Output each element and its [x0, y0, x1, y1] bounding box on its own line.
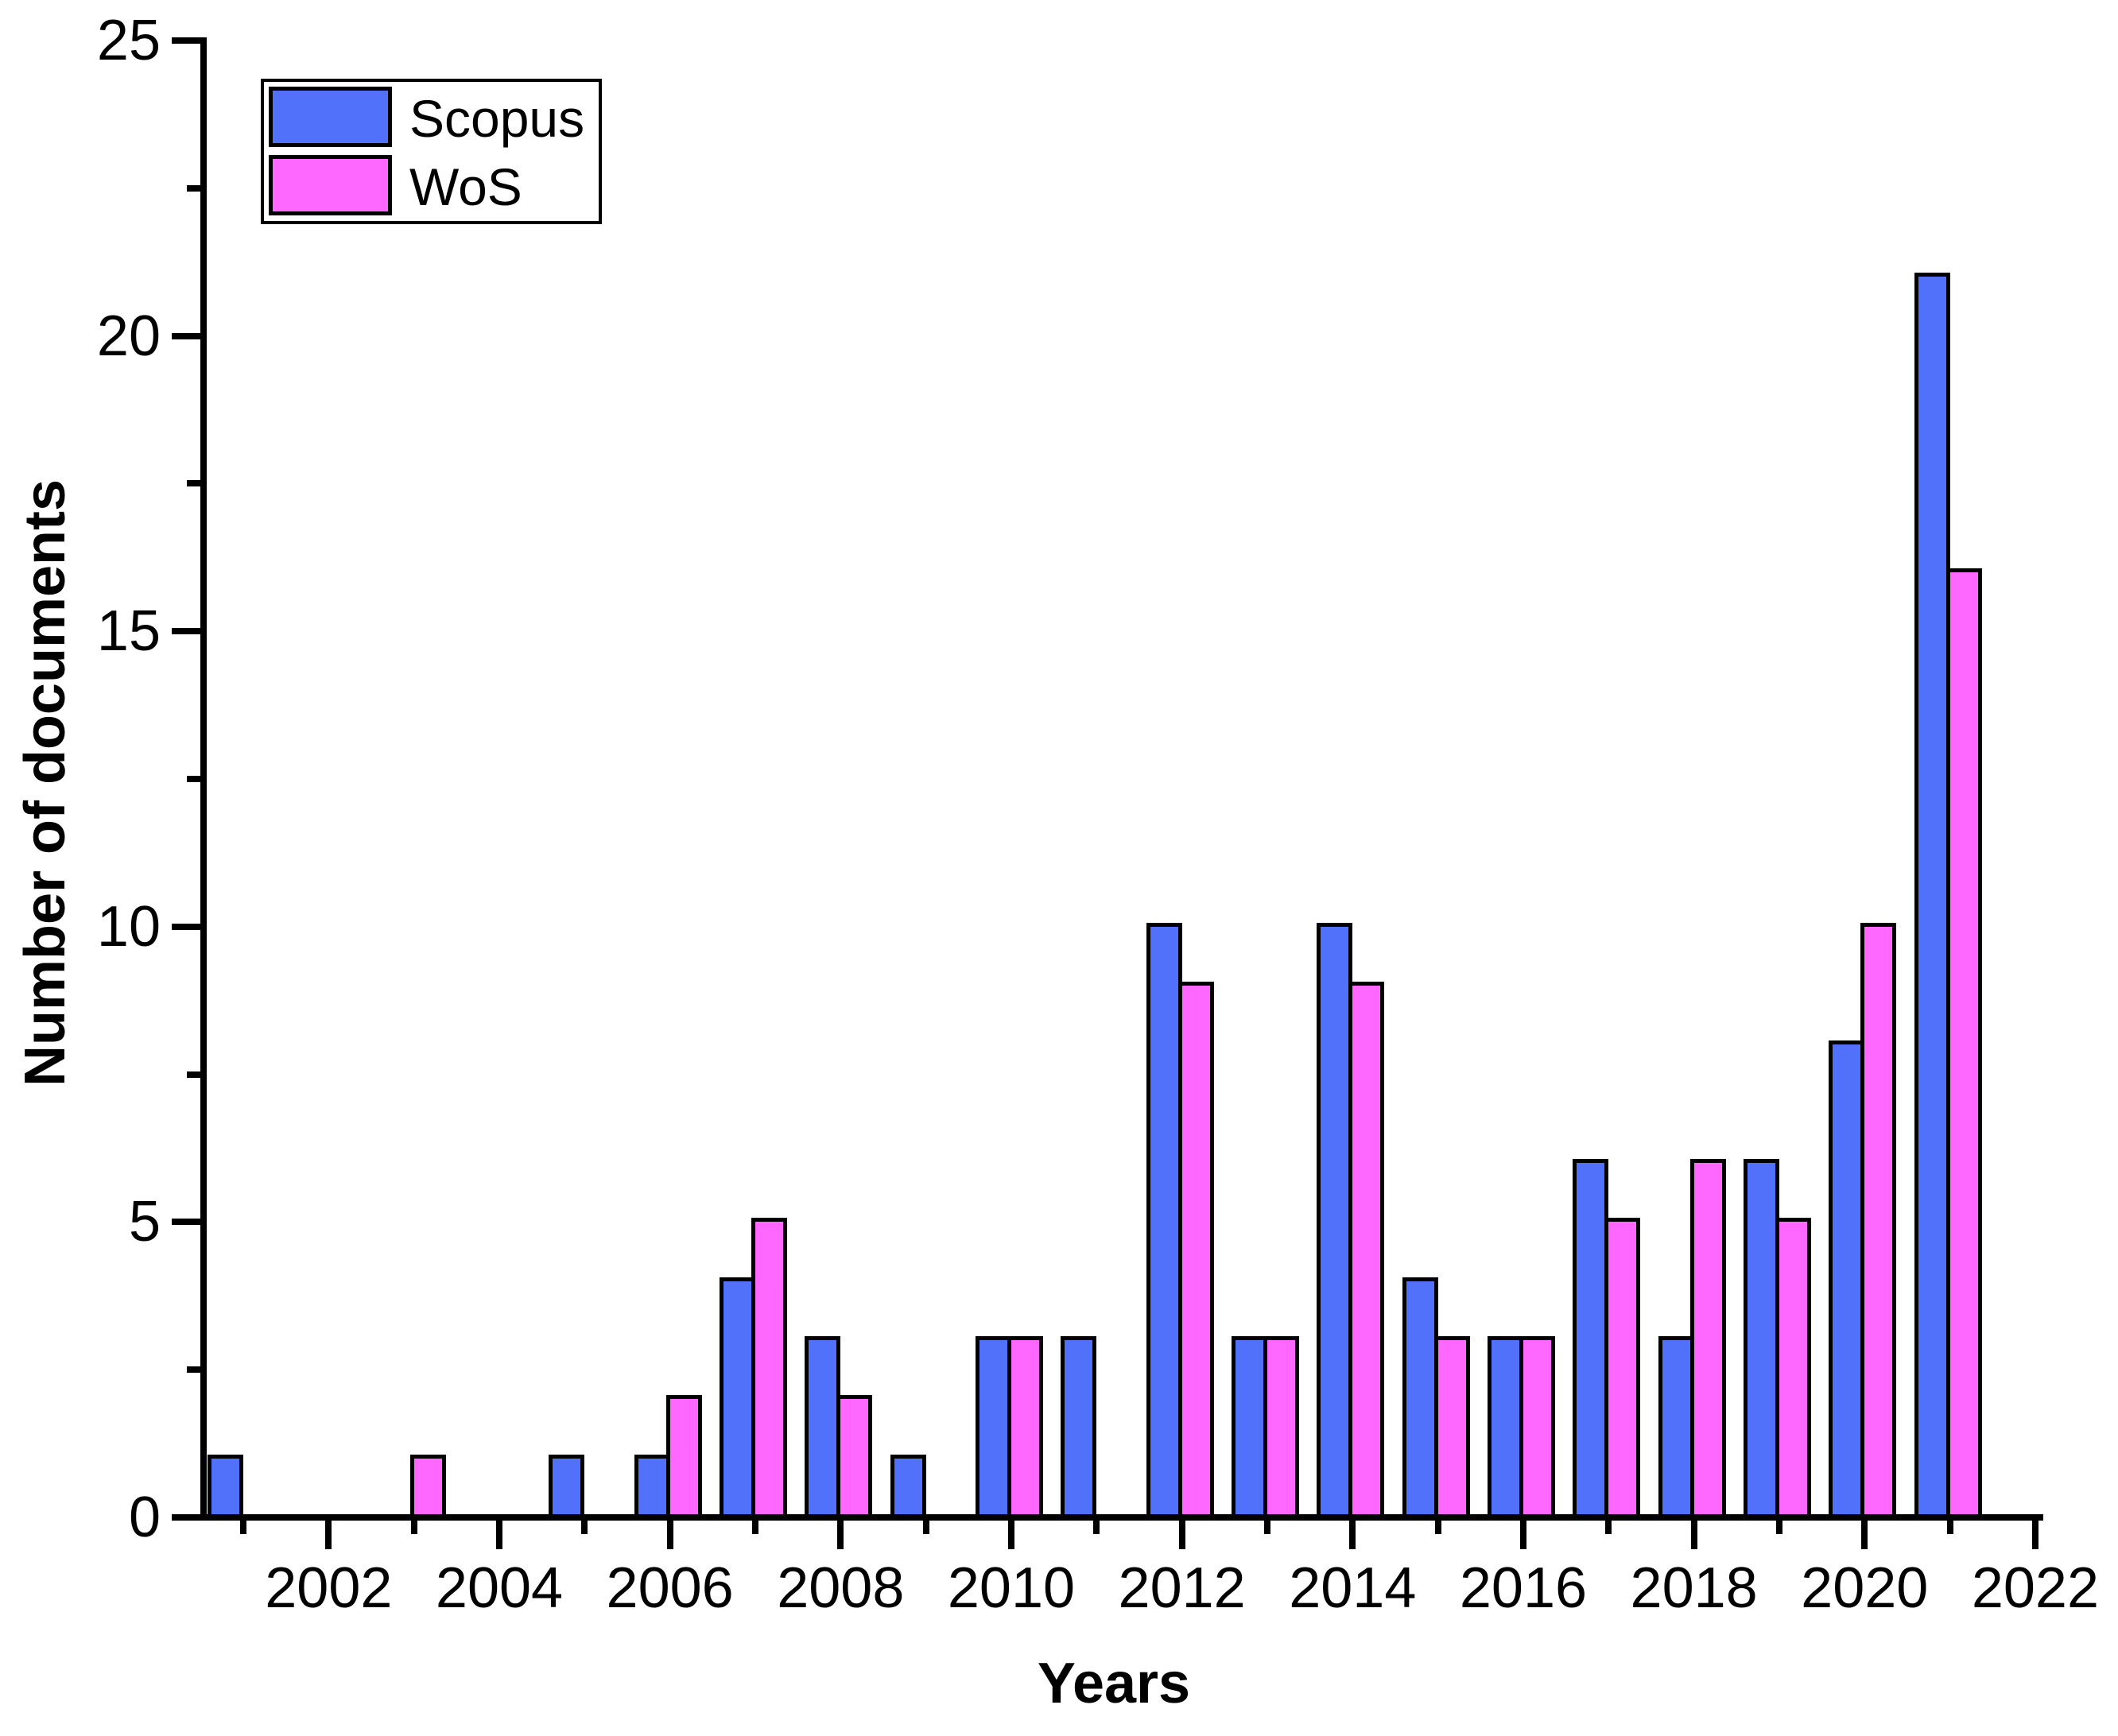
bar-scopus-2018: [1658, 1336, 1694, 1521]
bar-scopus-2010: [975, 1336, 1011, 1521]
y-tick-label: 0: [128, 1486, 161, 1549]
bar-wos-2016: [1519, 1336, 1555, 1521]
x-minor-tick: [922, 1521, 929, 1534]
legend: Scopus WoS: [261, 79, 602, 224]
x-minor-tick: [1775, 1521, 1782, 1534]
y-major-tick: [172, 923, 200, 930]
y-tick-label: 25: [96, 9, 161, 72]
x-axis-line: [200, 1514, 2043, 1521]
x-tick-label: 2020: [1801, 1556, 1929, 1620]
legend-label-wos: WoS: [409, 157, 522, 216]
legend-label-scopus: Scopus: [409, 89, 585, 148]
y-minor-tick: [187, 776, 200, 782]
y-tick-label: 5: [128, 1190, 161, 1254]
bar-wos-2010: [1007, 1336, 1043, 1521]
bar-scopus-2021: [1914, 273, 1950, 1521]
bar-scopus-2007: [719, 1277, 755, 1521]
y-major-tick: [172, 1219, 200, 1226]
bar-wos-2006: [665, 1395, 702, 1521]
x-tick-label: 2008: [777, 1556, 905, 1620]
x-tick-label: 2010: [947, 1556, 1076, 1620]
bar-scopus-2017: [1573, 1159, 1609, 1521]
y-axis-title: Number of documents: [14, 479, 77, 1087]
x-axis-title: Years: [1037, 1652, 1191, 1715]
y-tick-label: 15: [96, 599, 161, 664]
y-minor-tick: [187, 1366, 200, 1374]
legend-swatch-wos: [269, 155, 392, 215]
bar-wos-2007: [751, 1218, 787, 1521]
bar-wos-2014: [1348, 982, 1385, 1521]
x-minor-tick: [1434, 1521, 1441, 1534]
bar-scopus-2019: [1743, 1159, 1779, 1521]
x-tick-label: 2022: [1971, 1556, 2100, 1620]
y-major-tick: [172, 332, 200, 339]
x-major-tick: [1690, 1521, 1697, 1549]
x-tick-label: 2006: [606, 1556, 734, 1620]
bar-wos-2018: [1689, 1159, 1726, 1521]
x-tick-label: 2014: [1289, 1556, 1417, 1620]
y-major-tick: [172, 1514, 200, 1521]
x-minor-tick: [410, 1521, 417, 1534]
bar-scopus-2013: [1231, 1336, 1267, 1521]
y-minor-tick: [187, 480, 200, 487]
x-minor-tick: [1946, 1521, 1953, 1534]
bar-wos-2019: [1775, 1218, 1811, 1521]
x-minor-tick: [581, 1521, 588, 1534]
x-tick-label: 2012: [1118, 1556, 1246, 1620]
x-major-tick: [495, 1521, 502, 1549]
x-tick-label: 2018: [1630, 1556, 1758, 1620]
bar-scopus-2005: [549, 1454, 585, 1521]
x-tick-label: 2004: [435, 1556, 564, 1620]
x-major-tick: [666, 1521, 673, 1549]
x-major-tick: [2031, 1521, 2038, 1549]
bar-scopus-2006: [634, 1454, 670, 1521]
bar-wos-2015: [1433, 1336, 1470, 1521]
bar-scopus-2011: [1061, 1336, 1097, 1521]
bar-scopus-2012: [1146, 922, 1182, 1521]
x-tick-label: 2002: [265, 1556, 393, 1620]
y-tick-label: 20: [96, 304, 161, 368]
bar-wos-2008: [836, 1395, 873, 1521]
bar-scopus-2009: [890, 1454, 926, 1521]
y-minor-tick: [187, 184, 200, 192]
bar-scopus-2001: [208, 1454, 243, 1521]
y-major-tick: [172, 628, 200, 635]
x-tick-label: 2016: [1459, 1556, 1588, 1620]
y-minor-tick: [187, 1071, 200, 1078]
bar-wos-2017: [1604, 1218, 1641, 1521]
y-axis-line: [200, 37, 207, 1521]
x-major-tick: [1178, 1521, 1185, 1549]
bar-wos-2013: [1263, 1336, 1299, 1521]
x-minor-tick: [1093, 1521, 1100, 1534]
x-major-tick: [1349, 1521, 1356, 1549]
y-tick-label: 10: [96, 894, 161, 959]
x-minor-tick: [240, 1521, 246, 1534]
bar-wos-2003: [409, 1454, 446, 1521]
bar-wos-2021: [1945, 568, 1982, 1521]
x-major-tick: [1861, 1521, 1868, 1549]
bar-wos-2020: [1860, 922, 1897, 1521]
x-minor-tick: [1605, 1521, 1612, 1534]
y-major-tick: [172, 37, 200, 44]
bar-scopus-2015: [1402, 1277, 1438, 1521]
bar-scopus-2008: [805, 1336, 841, 1521]
x-major-tick: [325, 1521, 332, 1549]
x-major-tick: [1519, 1521, 1526, 1549]
bar-wos-2012: [1177, 982, 1214, 1521]
bar-scopus-2016: [1487, 1336, 1523, 1521]
legend-swatch-scopus: [269, 87, 392, 147]
bar-scopus-2014: [1317, 922, 1353, 1521]
x-major-tick: [1007, 1521, 1014, 1549]
bar-scopus-2020: [1829, 1040, 1865, 1521]
x-minor-tick: [751, 1521, 758, 1534]
x-minor-tick: [1263, 1521, 1270, 1534]
x-major-tick: [837, 1521, 844, 1549]
